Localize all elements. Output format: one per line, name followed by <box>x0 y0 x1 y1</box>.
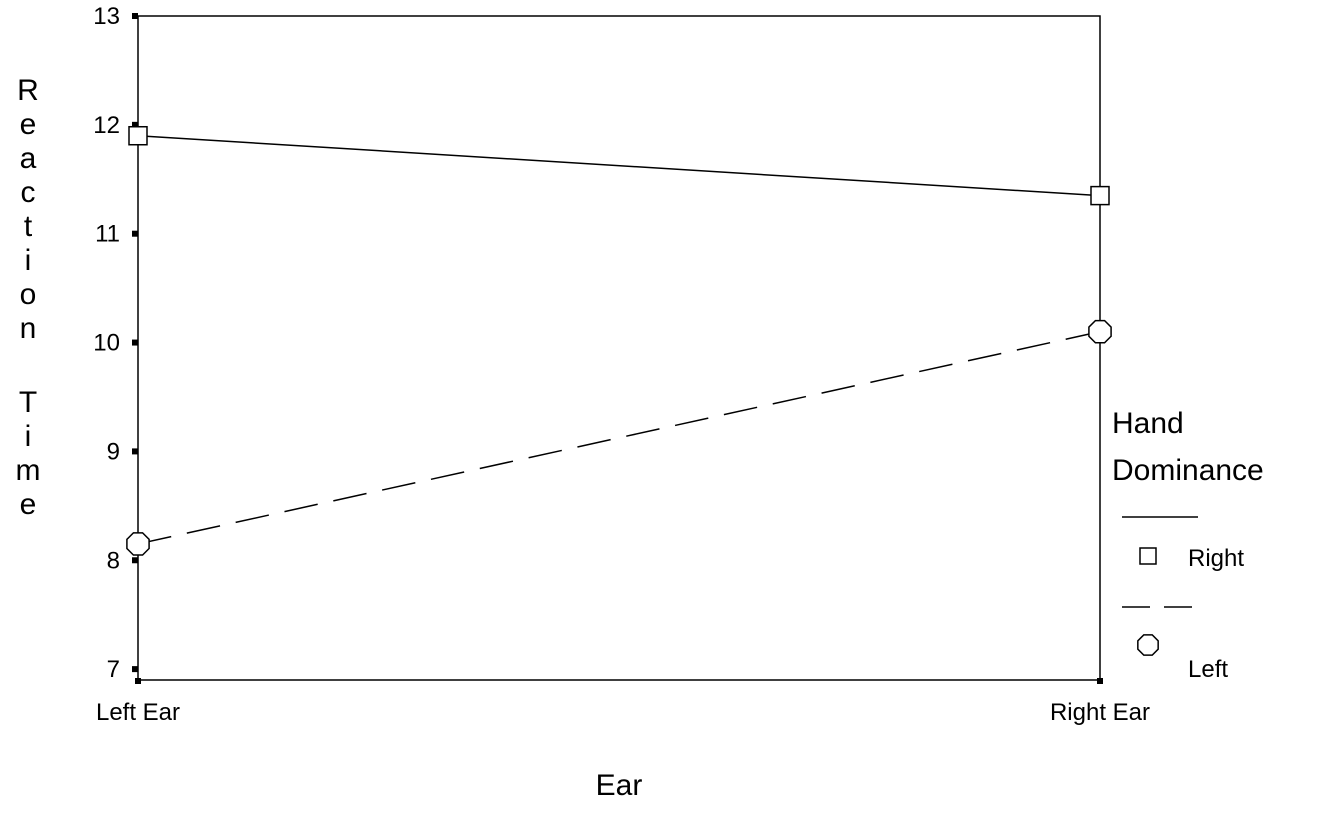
y-tick-label: 12 <box>93 112 120 139</box>
y-tick-label: 11 <box>95 221 120 248</box>
data-point-right <box>128 125 148 146</box>
y-axis-title-letter: i <box>25 420 32 453</box>
data-point-right <box>1090 185 1110 206</box>
y-tick-label: 8 <box>107 547 120 574</box>
y-axis-title-letter: t <box>24 210 33 243</box>
legend-title-line-1: Hand <box>1112 407 1184 440</box>
plot-frame <box>137 15 1101 681</box>
y-axis-title-letter: e <box>20 108 37 141</box>
y-axis-title-letter: e <box>20 488 37 521</box>
y-axis-title-letter: o <box>20 278 37 311</box>
legend: Hand Dominance Right Left <box>1112 407 1264 683</box>
x-tick-mark <box>135 678 141 684</box>
y-axis-title-letter: n <box>20 312 37 345</box>
y-axis: 7 8 9 10 11 12 13 <box>93 3 138 683</box>
legend-title-line-2: Dominance <box>1112 454 1264 487</box>
x-tick-label: Right Ear <box>1050 699 1150 726</box>
y-axis-title-letter: a <box>20 142 37 175</box>
series-line-right <box>137 134 1101 197</box>
x-axis: Left Ear Right Ear <box>96 678 1150 726</box>
y-axis-title-letter: R <box>17 74 39 107</box>
legend-label-left: Left <box>1188 656 1228 683</box>
y-tick-mark <box>132 448 138 455</box>
x-tick-label: Left Ear <box>96 699 180 726</box>
legend-label-right: Right <box>1188 545 1244 572</box>
y-tick-mark <box>132 666 138 673</box>
y-tick-mark <box>132 339 138 346</box>
y-tick-mark <box>132 557 138 564</box>
y-tick-mark <box>132 121 138 128</box>
y-tick-mark <box>132 13 138 19</box>
data-point-left <box>1088 319 1112 344</box>
y-axis-title-letter: m <box>16 454 41 487</box>
y-tick-mark <box>132 230 138 237</box>
legend-marker-left <box>1137 634 1159 656</box>
x-axis-title: Ear <box>596 769 643 802</box>
y-axis-title-letter: i <box>25 244 32 277</box>
series-layer <box>126 125 1112 556</box>
x-tick-mark <box>1097 678 1103 684</box>
data-point-left <box>126 532 150 556</box>
y-tick-label: 13 <box>93 3 120 30</box>
y-axis-title-letter: c <box>21 176 36 209</box>
y-tick-label: 9 <box>107 438 120 465</box>
y-tick-label: 7 <box>107 656 120 683</box>
y-axis-title-letter: T <box>19 386 37 419</box>
series-line-left <box>137 330 1101 545</box>
legend-marker-right <box>1139 547 1157 565</box>
y-tick-label: 10 <box>93 330 120 357</box>
